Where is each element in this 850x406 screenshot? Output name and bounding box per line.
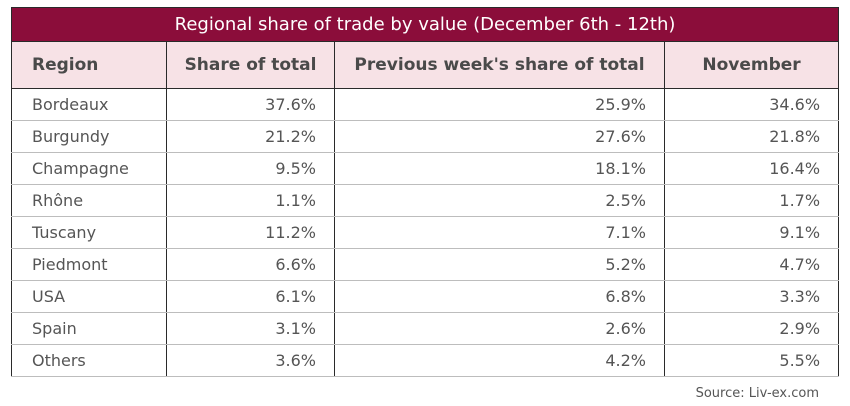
cell-region: USA	[11, 280, 167, 313]
cell-region: Burgundy	[11, 120, 167, 153]
table-row: Piedmont 6.6% 5.2% 4.7%	[11, 248, 840, 281]
cell-previous-week: 5.2%	[334, 248, 665, 281]
cell-november: 34.6%	[663, 88, 840, 121]
trade-table-container: Regional share of trade by value (Decemb…	[10, 7, 840, 377]
cell-previous-week: 25.9%	[334, 88, 665, 121]
cell-previous-week: 18.1%	[334, 152, 665, 185]
cell-region: Piedmont	[11, 248, 167, 281]
cell-previous-week: 2.5%	[334, 184, 665, 217]
cell-region: Others	[11, 344, 167, 377]
cell-november: 3.3%	[663, 280, 840, 313]
column-header-share-of-total: Share of total	[166, 41, 335, 89]
cell-share-of-total: 9.5%	[166, 152, 335, 185]
column-header-row: Region Share of total Previous week's sh…	[11, 41, 840, 89]
cell-region: Tuscany	[11, 216, 167, 249]
cell-share-of-total: 3.1%	[166, 312, 335, 345]
cell-region: Rhône	[11, 184, 167, 217]
table-row: Others 3.6% 4.2% 5.5%	[11, 344, 840, 377]
cell-share-of-total: 3.6%	[166, 344, 335, 377]
cell-share-of-total: 21.2%	[166, 120, 335, 153]
cell-region: Bordeaux	[11, 88, 167, 121]
cell-november: 2.9%	[663, 312, 840, 345]
cell-region: Spain	[11, 312, 167, 345]
source-note: Source: Liv-ex.com	[695, 386, 819, 401]
cell-share-of-total: 1.1%	[166, 184, 335, 217]
table-row: Bordeaux 37.6% 25.9% 34.6%	[11, 88, 840, 121]
cell-share-of-total: 37.6%	[166, 88, 335, 121]
cell-previous-week: 2.6%	[334, 312, 665, 345]
regional-share-table: Regional share of trade by value (Decemb…	[10, 7, 840, 377]
cell-previous-week: 27.6%	[334, 120, 665, 153]
cell-november: 21.8%	[663, 120, 840, 153]
column-header-previous-week: Previous week's share of total	[334, 41, 665, 89]
table-row: Rhône 1.1% 2.5% 1.7%	[11, 184, 840, 217]
cell-november: 16.4%	[663, 152, 840, 185]
table-title-row: Regional share of trade by value (Decemb…	[10, 7, 840, 42]
cell-previous-week: 6.8%	[334, 280, 665, 313]
table-title: Regional share of trade by value (Decemb…	[10, 7, 840, 42]
cell-previous-week: 4.2%	[334, 344, 665, 377]
cell-share-of-total: 11.2%	[166, 216, 335, 249]
cell-share-of-total: 6.1%	[166, 280, 335, 313]
table-row: Tuscany 11.2% 7.1% 9.1%	[11, 216, 840, 249]
table-row: Spain 3.1% 2.6% 2.9%	[11, 312, 840, 345]
cell-november: 4.7%	[663, 248, 840, 281]
cell-november: 9.1%	[663, 216, 840, 249]
column-header-november: November	[663, 41, 840, 89]
cell-previous-week: 7.1%	[334, 216, 665, 249]
cell-november: 5.5%	[663, 344, 840, 377]
cell-november: 1.7%	[663, 184, 840, 217]
table-row: USA 6.1% 6.8% 3.3%	[11, 280, 840, 313]
cell-region: Champagne	[11, 152, 167, 185]
table-row: Burgundy 21.2% 27.6% 21.8%	[11, 120, 840, 153]
column-header-region: Region	[11, 41, 167, 89]
table-body: Bordeaux 37.6% 25.9% 34.6% Burgundy 21.2% 27.6…	[11, 88, 840, 377]
table-row: Champagne 9.5% 18.1% 16.4%	[11, 152, 840, 185]
cell-share-of-total: 6.6%	[166, 248, 335, 281]
